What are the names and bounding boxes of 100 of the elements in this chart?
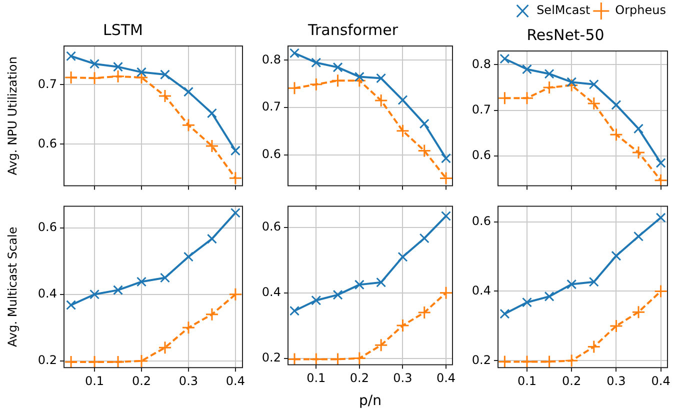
point bbox=[288, 81, 302, 95]
y-tick-label: 0.6 bbox=[38, 220, 57, 234]
point bbox=[632, 146, 646, 160]
point bbox=[309, 78, 323, 92]
point bbox=[352, 74, 366, 88]
point bbox=[588, 276, 599, 287]
point bbox=[498, 354, 512, 368]
point bbox=[609, 319, 623, 333]
point bbox=[544, 291, 554, 302]
y-tick-label: 0.2 bbox=[38, 353, 57, 368]
chart-title: ResNet-50 bbox=[526, 26, 604, 44]
x-tick-label: 0.4 bbox=[226, 374, 245, 388]
point bbox=[206, 234, 217, 244]
y-tick-label: 0.6 bbox=[262, 147, 281, 162]
point bbox=[522, 297, 532, 308]
point bbox=[183, 252, 194, 262]
point bbox=[64, 355, 78, 368]
point bbox=[396, 124, 410, 138]
point bbox=[439, 171, 452, 185]
point bbox=[587, 96, 601, 110]
y-tick-label: 0.4 bbox=[262, 284, 281, 299]
point bbox=[500, 54, 510, 64]
point bbox=[311, 295, 322, 306]
point bbox=[136, 276, 146, 287]
y-tick-label: 0.2 bbox=[262, 350, 281, 364]
chart-title: Transformer bbox=[306, 20, 399, 39]
point bbox=[439, 286, 452, 300]
y-tick-label: 0.6 bbox=[262, 220, 281, 234]
y-tick-label: 0.7 bbox=[262, 100, 281, 114]
point bbox=[205, 139, 219, 153]
point bbox=[418, 144, 432, 158]
point bbox=[113, 62, 124, 72]
point bbox=[398, 95, 408, 106]
legend-label: Orpheus bbox=[615, 3, 666, 18]
point bbox=[520, 354, 534, 368]
x-tick-label: 0.3 bbox=[393, 371, 412, 386]
point bbox=[311, 58, 322, 68]
x-tick-label: 0.1 bbox=[517, 374, 537, 388]
legend-label: SelMcast bbox=[536, 3, 590, 18]
point bbox=[564, 78, 578, 92]
point bbox=[309, 352, 323, 365]
y-tick-label: 0.6 bbox=[38, 136, 57, 150]
point bbox=[542, 80, 556, 94]
point bbox=[182, 118, 196, 132]
y-tick-label: 0.4 bbox=[38, 286, 57, 301]
point bbox=[611, 100, 622, 110]
point bbox=[136, 67, 146, 78]
y-tick-label: 0.6 bbox=[472, 214, 491, 228]
point bbox=[500, 308, 510, 319]
y-tick-label: 0.8 bbox=[262, 52, 281, 66]
x-tick-label: 0.2 bbox=[132, 374, 152, 388]
y-tick-label: 0.8 bbox=[472, 56, 491, 71]
point bbox=[374, 94, 388, 108]
point bbox=[228, 288, 242, 302]
x-tick-label: 0.1 bbox=[84, 374, 104, 388]
point bbox=[290, 306, 300, 316]
point bbox=[158, 340, 172, 354]
point bbox=[609, 128, 623, 142]
point bbox=[206, 108, 217, 118]
point bbox=[654, 174, 668, 186]
point bbox=[354, 72, 364, 82]
y-tick-label: 0.6 bbox=[472, 148, 491, 162]
x-tick-label: 0.4 bbox=[436, 371, 456, 386]
point bbox=[587, 340, 601, 354]
point bbox=[111, 355, 125, 368]
point bbox=[90, 289, 100, 300]
point bbox=[332, 290, 343, 300]
y-tick-label: 0.7 bbox=[472, 102, 491, 117]
point bbox=[522, 64, 532, 74]
point bbox=[654, 284, 668, 298]
point bbox=[566, 77, 577, 88]
point bbox=[632, 305, 646, 319]
point bbox=[498, 91, 512, 105]
point bbox=[230, 208, 240, 218]
y-axis-title: Avg. Multicast Scale bbox=[5, 226, 20, 347]
x-tick-label: 0.2 bbox=[350, 371, 369, 386]
point bbox=[376, 277, 386, 288]
y-tick-label: 0.4 bbox=[472, 283, 491, 298]
x-tick-label: 0.1 bbox=[306, 371, 326, 386]
point bbox=[656, 158, 666, 168]
point bbox=[352, 352, 366, 365]
point bbox=[230, 146, 240, 156]
point bbox=[90, 58, 100, 69]
point bbox=[656, 212, 666, 223]
y-tick-label: 0.7 bbox=[38, 76, 57, 91]
point bbox=[634, 124, 644, 134]
point bbox=[331, 74, 345, 88]
point bbox=[566, 279, 577, 290]
point bbox=[113, 285, 124, 296]
point bbox=[66, 51, 76, 62]
point bbox=[396, 318, 410, 332]
point bbox=[398, 252, 408, 262]
point bbox=[158, 89, 172, 103]
point bbox=[111, 70, 125, 84]
point bbox=[634, 231, 644, 242]
point bbox=[564, 354, 578, 368]
point bbox=[290, 48, 300, 58]
point bbox=[88, 71, 102, 85]
point bbox=[354, 280, 364, 290]
x-tick-label: 0.3 bbox=[178, 374, 198, 388]
